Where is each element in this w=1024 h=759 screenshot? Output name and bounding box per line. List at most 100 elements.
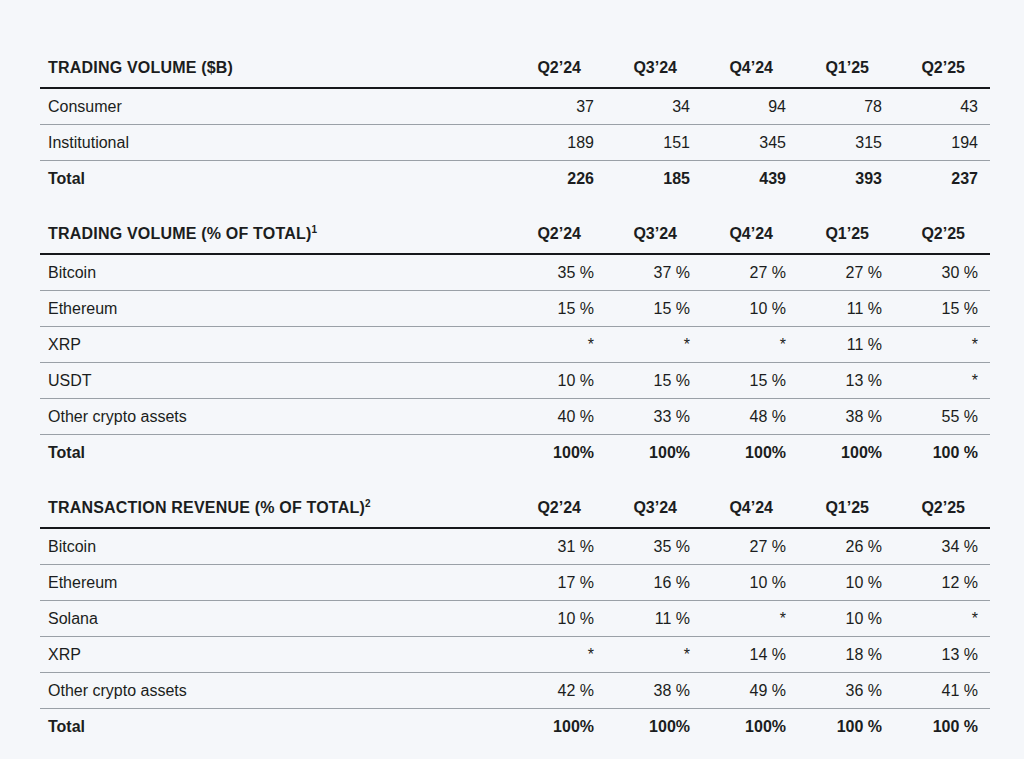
cell-value: 94: [702, 88, 798, 125]
cell-value: 78: [798, 88, 894, 125]
cell-value: 17 %: [510, 565, 606, 601]
cell-value: *: [510, 327, 606, 363]
row-label: Total: [40, 161, 510, 197]
table-title-superscript: 1: [311, 224, 317, 235]
cell-value: 10 %: [510, 601, 606, 637]
cell-value: *: [702, 327, 798, 363]
table-title: TRADING VOLUME ($B): [40, 50, 510, 88]
row-label: XRP: [40, 327, 510, 363]
table-body: Bitcoin31 %35 %27 %26 %34 %Ethereum17 %1…: [40, 528, 990, 744]
cell-value: 15 %: [606, 291, 702, 327]
cell-value: 100%: [510, 435, 606, 471]
financial-metrics-page: TRADING VOLUME ($B) Q2’24 Q3’24 Q4’24 Q1…: [0, 0, 1024, 759]
cell-value: 100%: [606, 709, 702, 745]
cell-value: 27 %: [702, 254, 798, 291]
cell-value: 10 %: [702, 565, 798, 601]
cell-value: 30 %: [894, 254, 990, 291]
table-row: Ethereum15 %15 %10 %11 %15 %: [40, 291, 990, 327]
table-header-row: TRADING VOLUME ($B) Q2’24 Q3’24 Q4’24 Q1…: [40, 50, 990, 88]
table-row: Institutional189151345315194: [40, 125, 990, 161]
cell-value: 100%: [702, 709, 798, 745]
table-row: Total226185439393237: [40, 161, 990, 197]
cell-value: 185: [606, 161, 702, 197]
column-header-q4-24: Q4’24: [702, 490, 798, 528]
table-title: TRADING VOLUME (% OF TOTAL)1: [40, 216, 510, 254]
trading-volume-pct-table: TRADING VOLUME (% OF TOTAL)1 Q2’24 Q3’24…: [40, 216, 990, 470]
cell-value: 10 %: [702, 291, 798, 327]
cell-value: 37: [510, 88, 606, 125]
table-row: XRP**14 %18 %13 %: [40, 637, 990, 673]
cell-value: *: [894, 363, 990, 399]
table-row: Consumer3734947843: [40, 88, 990, 125]
cell-value: 36 %: [798, 673, 894, 709]
row-label: Other crypto assets: [40, 399, 510, 435]
column-header-q2-25: Q2’25: [894, 50, 990, 88]
cell-value: 15 %: [510, 291, 606, 327]
cell-value: 16 %: [606, 565, 702, 601]
table-title: TRANSACTION REVENUE (% OF TOTAL)2: [40, 490, 510, 528]
cell-value: 18 %: [798, 637, 894, 673]
column-header-q3-24: Q3’24: [606, 216, 702, 254]
cell-value: *: [606, 637, 702, 673]
table-row: Other crypto assets42 %38 %49 %36 %41 %: [40, 673, 990, 709]
cell-value: 34: [606, 88, 702, 125]
cell-value: 100%: [510, 709, 606, 745]
column-header-q4-24: Q4’24: [702, 50, 798, 88]
cell-value: 226: [510, 161, 606, 197]
cell-value: 151: [606, 125, 702, 161]
cell-value: 48 %: [702, 399, 798, 435]
cell-value: 41 %: [894, 673, 990, 709]
row-label: Bitcoin: [40, 528, 510, 565]
column-header-q4-24: Q4’24: [702, 216, 798, 254]
column-header-q3-24: Q3’24: [606, 50, 702, 88]
cell-value: 35 %: [606, 528, 702, 565]
cell-value: *: [510, 637, 606, 673]
cell-value: 100 %: [798, 709, 894, 745]
cell-value: *: [894, 327, 990, 363]
cell-value: 393: [798, 161, 894, 197]
cell-value: 15 %: [606, 363, 702, 399]
cell-value: 100%: [798, 435, 894, 471]
table-row: USDT10 %15 %15 %13 %*: [40, 363, 990, 399]
row-label: XRP: [40, 637, 510, 673]
cell-value: 35 %: [510, 254, 606, 291]
cell-value: 10 %: [510, 363, 606, 399]
cell-value: 11 %: [798, 327, 894, 363]
cell-value: 43: [894, 88, 990, 125]
table-row: Other crypto assets40 %33 %48 %38 %55 %: [40, 399, 990, 435]
column-header-q2-24: Q2’24: [510, 216, 606, 254]
cell-value: 189: [510, 125, 606, 161]
column-header-q2-25: Q2’25: [894, 490, 990, 528]
cell-value: 100 %: [894, 435, 990, 471]
table-header-row: TRADING VOLUME (% OF TOTAL)1 Q2’24 Q3’24…: [40, 216, 990, 254]
cell-value: 27 %: [798, 254, 894, 291]
cell-value: 315: [798, 125, 894, 161]
cell-value: 13 %: [798, 363, 894, 399]
cell-value: 11 %: [798, 291, 894, 327]
table-title-text: TRADING VOLUME ($B): [48, 59, 233, 76]
table-body: Consumer3734947843Institutional189151345…: [40, 88, 990, 196]
row-label: Total: [40, 435, 510, 471]
column-header-q2-24: Q2’24: [510, 490, 606, 528]
transaction-revenue-pct-table: TRANSACTION REVENUE (% OF TOTAL)2 Q2’24 …: [40, 490, 990, 744]
column-header-q1-25: Q1’25: [798, 216, 894, 254]
cell-value: 100 %: [894, 709, 990, 745]
cell-value: 49 %: [702, 673, 798, 709]
cell-value: 100%: [606, 435, 702, 471]
table-row: Bitcoin31 %35 %27 %26 %34 %: [40, 528, 990, 565]
row-label: Institutional: [40, 125, 510, 161]
cell-value: 40 %: [510, 399, 606, 435]
cell-value: 439: [702, 161, 798, 197]
table-row: Solana10 %11 %*10 %*: [40, 601, 990, 637]
cell-value: 10 %: [798, 601, 894, 637]
cell-value: 237: [894, 161, 990, 197]
cell-value: 33 %: [606, 399, 702, 435]
cell-value: 34 %: [894, 528, 990, 565]
cell-value: 13 %: [894, 637, 990, 673]
cell-value: 12 %: [894, 565, 990, 601]
cell-value: 38 %: [606, 673, 702, 709]
table-row: Total100%100%100%100%100 %: [40, 435, 990, 471]
row-label: Consumer: [40, 88, 510, 125]
cell-value: 345: [702, 125, 798, 161]
table-body: Bitcoin35 %37 %27 %27 %30 %Ethereum15 %1…: [40, 254, 990, 470]
